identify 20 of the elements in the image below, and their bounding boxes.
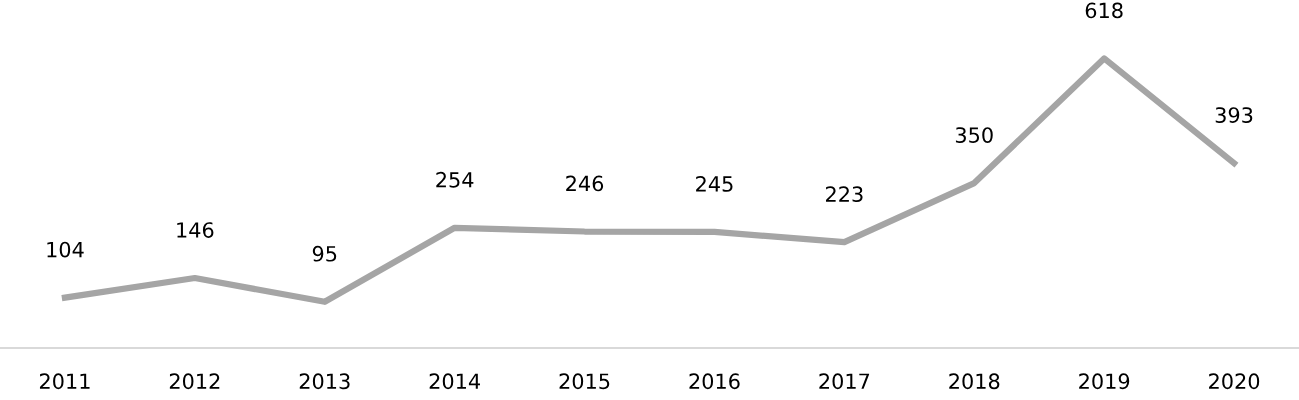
x-tick-label: 2020 (1209, 373, 1260, 390)
x-tick-label: 2019 (1079, 373, 1130, 390)
x-tick-label: 2018 (949, 373, 1000, 390)
x-tick-label: 2015 (559, 373, 610, 390)
data-label: 223 (825, 186, 863, 203)
x-tick-label: 2017 (819, 373, 870, 390)
data-label: 618 (1085, 2, 1123, 19)
data-label: 245 (696, 176, 733, 192)
data-label: 254 (436, 171, 474, 188)
x-tick-label: 2016 (689, 373, 740, 390)
data-label: 104 (47, 241, 84, 258)
x-tick-label: 2012 (169, 373, 220, 390)
data-label: 146 (177, 222, 214, 238)
data-label: 246 (566, 175, 604, 192)
x-tick-label: 2014 (429, 373, 480, 390)
x-tick-label: 2011 (39, 373, 90, 390)
data-label: 350 (955, 127, 993, 143)
x-tick-label: 2013 (299, 373, 350, 390)
data-label: 95 (312, 245, 337, 262)
data-label: 393 (1215, 107, 1253, 123)
